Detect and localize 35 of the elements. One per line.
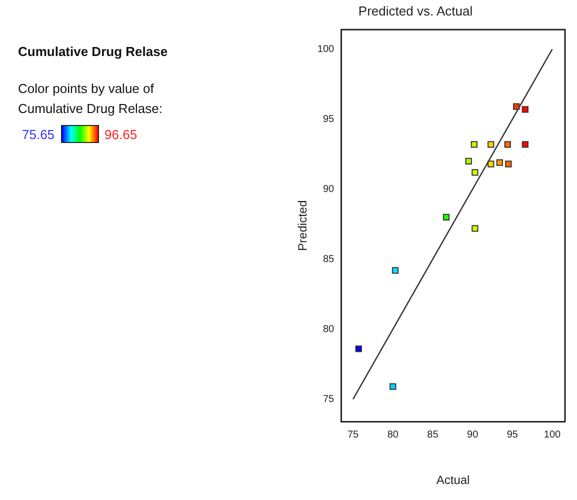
x-tick-label: 85 — [427, 429, 439, 440]
point — [465, 158, 472, 165]
point — [522, 141, 528, 148]
y-tick-label: 100 — [317, 44, 335, 55]
point — [513, 103, 520, 110]
point — [392, 267, 399, 274]
x-tick-label: 100 — [544, 429, 562, 440]
point — [496, 159, 503, 166]
point — [505, 160, 512, 168]
point — [488, 160, 494, 168]
point — [504, 141, 511, 148]
x-axis-title: Actual — [436, 473, 470, 488]
x-tick-label: 95 — [506, 429, 518, 440]
point — [470, 141, 478, 148]
y-tick-label: 80 — [322, 324, 335, 335]
x-tick-label: 75 — [347, 429, 360, 440]
point — [488, 141, 494, 148]
text: 75.65 — [22, 126, 55, 142]
point — [355, 345, 362, 352]
text: Cumulative Drug Relase — [18, 44, 169, 59]
y-tick-label: 75 — [322, 394, 335, 405]
y-tick-label: 85 — [322, 254, 335, 265]
y-tick-label: 95 — [322, 114, 335, 125]
point — [522, 106, 528, 113]
color-bar-title: Color points by value of Cumulative Drug Relase: — [18, 80, 164, 118]
text: 96.65 — [104, 126, 138, 142]
point — [442, 214, 450, 221]
point — [390, 383, 396, 390]
point — [472, 169, 478, 176]
y-axis-title: Predicted — [296, 200, 310, 251]
x-tick-label: 90 — [467, 429, 479, 440]
x-tick-label: 80 — [387, 429, 399, 440]
y-tick-label: 90 — [322, 184, 335, 195]
chart-title: Predicted vs. Actual — [358, 3, 473, 18]
point — [472, 225, 478, 232]
